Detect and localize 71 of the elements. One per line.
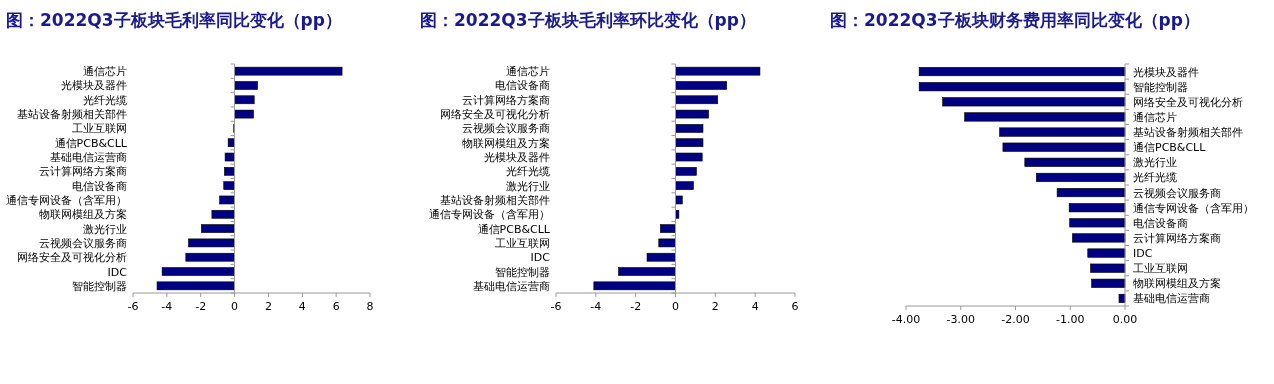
chart-title: 图：2022Q3子板块财务费用率同比变化（pp）: [830, 10, 1200, 30]
y-tick-label: 激光行业: [506, 179, 550, 193]
y-tick-label: 通信芯片: [506, 65, 550, 79]
y-tick-label: 基础电信运营商: [50, 151, 127, 165]
y-tick-label: 基站设备射频相关部件: [440, 193, 550, 207]
y-tick-label: 激光行业: [83, 222, 127, 236]
y-tick-label: 通信PCB&CLL: [1133, 141, 1207, 155]
y-tick-label: 物联网模组及方案: [1133, 277, 1221, 291]
x-tick-label: -2.00: [1001, 313, 1030, 326]
x-tick-label: -2: [195, 300, 207, 313]
x-tick-label: 2: [264, 300, 272, 313]
y-tick-label: 光模块及器件: [1133, 65, 1199, 79]
y-tick-label: 电信设备商: [1133, 216, 1188, 230]
y-tick-label: 光纤光缆: [1133, 171, 1177, 185]
y-tick-label: 物联网模组及方案: [462, 136, 550, 150]
y-tick-label: 云视频会议服务商: [462, 122, 550, 136]
y-tick-label: 光模块及器件: [61, 79, 127, 93]
y-tick-label: 基站设备射频相关部件: [1133, 126, 1243, 140]
y-tick-label: 通信芯片: [1133, 110, 1177, 124]
x-tick-label: 0: [231, 300, 239, 313]
y-tick-label: 工业互联网: [1133, 262, 1188, 276]
y-tick-label: 网络安全及可视化分析: [1133, 95, 1243, 109]
y-tick-label: 通信专网设备（含军用）: [429, 208, 550, 222]
x-tick-label: -2: [630, 300, 642, 313]
y-tick-label: 通信PCB&CLL: [477, 222, 551, 236]
y-tick-label: 智能控制器: [495, 265, 550, 279]
y-tick-label: 云计算网络方案商: [39, 165, 127, 179]
y-tick-label: 电信设备商: [72, 179, 127, 193]
y-tick-label: 云视频会议服务商: [39, 236, 127, 250]
x-tick-label: -6: [127, 300, 139, 313]
x-tick-label: 4: [298, 300, 306, 313]
chart-title: 图：2022Q3子板块毛利率同比变化（pp）: [6, 10, 342, 30]
y-tick-label: 网络安全及可视化分析: [440, 108, 550, 122]
y-tick-label: 云视频会议服务商: [1133, 186, 1221, 200]
x-tick-label: 0: [672, 300, 679, 313]
y-tick-label: 物联网模组及方案: [39, 208, 127, 222]
y-tick-label: 基站设备射频相关部件: [17, 108, 127, 122]
x-tick-label: -4: [590, 300, 602, 313]
y-tick-label: 电信设备商: [495, 79, 550, 93]
x-tick-label: 2: [711, 300, 719, 313]
chart-title: 图：2022Q3子板块毛利率环比变化（pp）: [420, 10, 756, 30]
x-tick-label: 6: [791, 300, 799, 313]
y-tick-label: 激光行业: [1133, 156, 1177, 170]
y-tick-label: 智能控制器: [1133, 80, 1188, 94]
x-tick-label: -6: [550, 300, 562, 313]
y-tick-label: IDC: [107, 265, 128, 279]
y-tick-label: 网络安全及可视化分析: [17, 251, 127, 265]
x-tick-label: 8: [366, 300, 374, 313]
y-tick-label: 基础电信运营商: [1133, 292, 1210, 306]
y-tick-label: 通信PCB&CLL: [54, 136, 128, 150]
y-tick-label: 光纤光缆: [83, 93, 127, 107]
y-tick-label: 光模块及器件: [484, 151, 550, 165]
y-tick-label: 基础电信运营商: [473, 279, 550, 293]
y-tick-label: 工业互联网: [495, 236, 550, 250]
y-tick-label: 通信专网设备（含军用）: [1133, 201, 1254, 215]
y-tick-label: IDC: [530, 251, 551, 265]
x-tick-label: -3.00: [946, 313, 975, 326]
y-tick-label: 通信芯片: [83, 65, 127, 79]
x-tick-label: 4: [751, 300, 759, 313]
y-tick-label: 通信专网设备（含军用）: [6, 193, 127, 207]
y-tick-label: 云计算网络方案商: [462, 93, 550, 107]
x-tick-label: 0.00: [1112, 313, 1138, 326]
x-tick-label: -4: [161, 300, 173, 313]
x-tick-label: -1.00: [1056, 313, 1085, 326]
y-tick-label: 云计算网络方案商: [1133, 231, 1221, 245]
y-tick-label: 光纤光缆: [506, 165, 550, 179]
x-tick-label: -4.00: [891, 313, 921, 326]
y-tick-label: 智能控制器: [72, 279, 127, 293]
y-tick-label: 工业互联网: [72, 122, 127, 136]
x-tick-label: 6: [332, 300, 340, 313]
y-tick-label: IDC: [1133, 247, 1153, 261]
